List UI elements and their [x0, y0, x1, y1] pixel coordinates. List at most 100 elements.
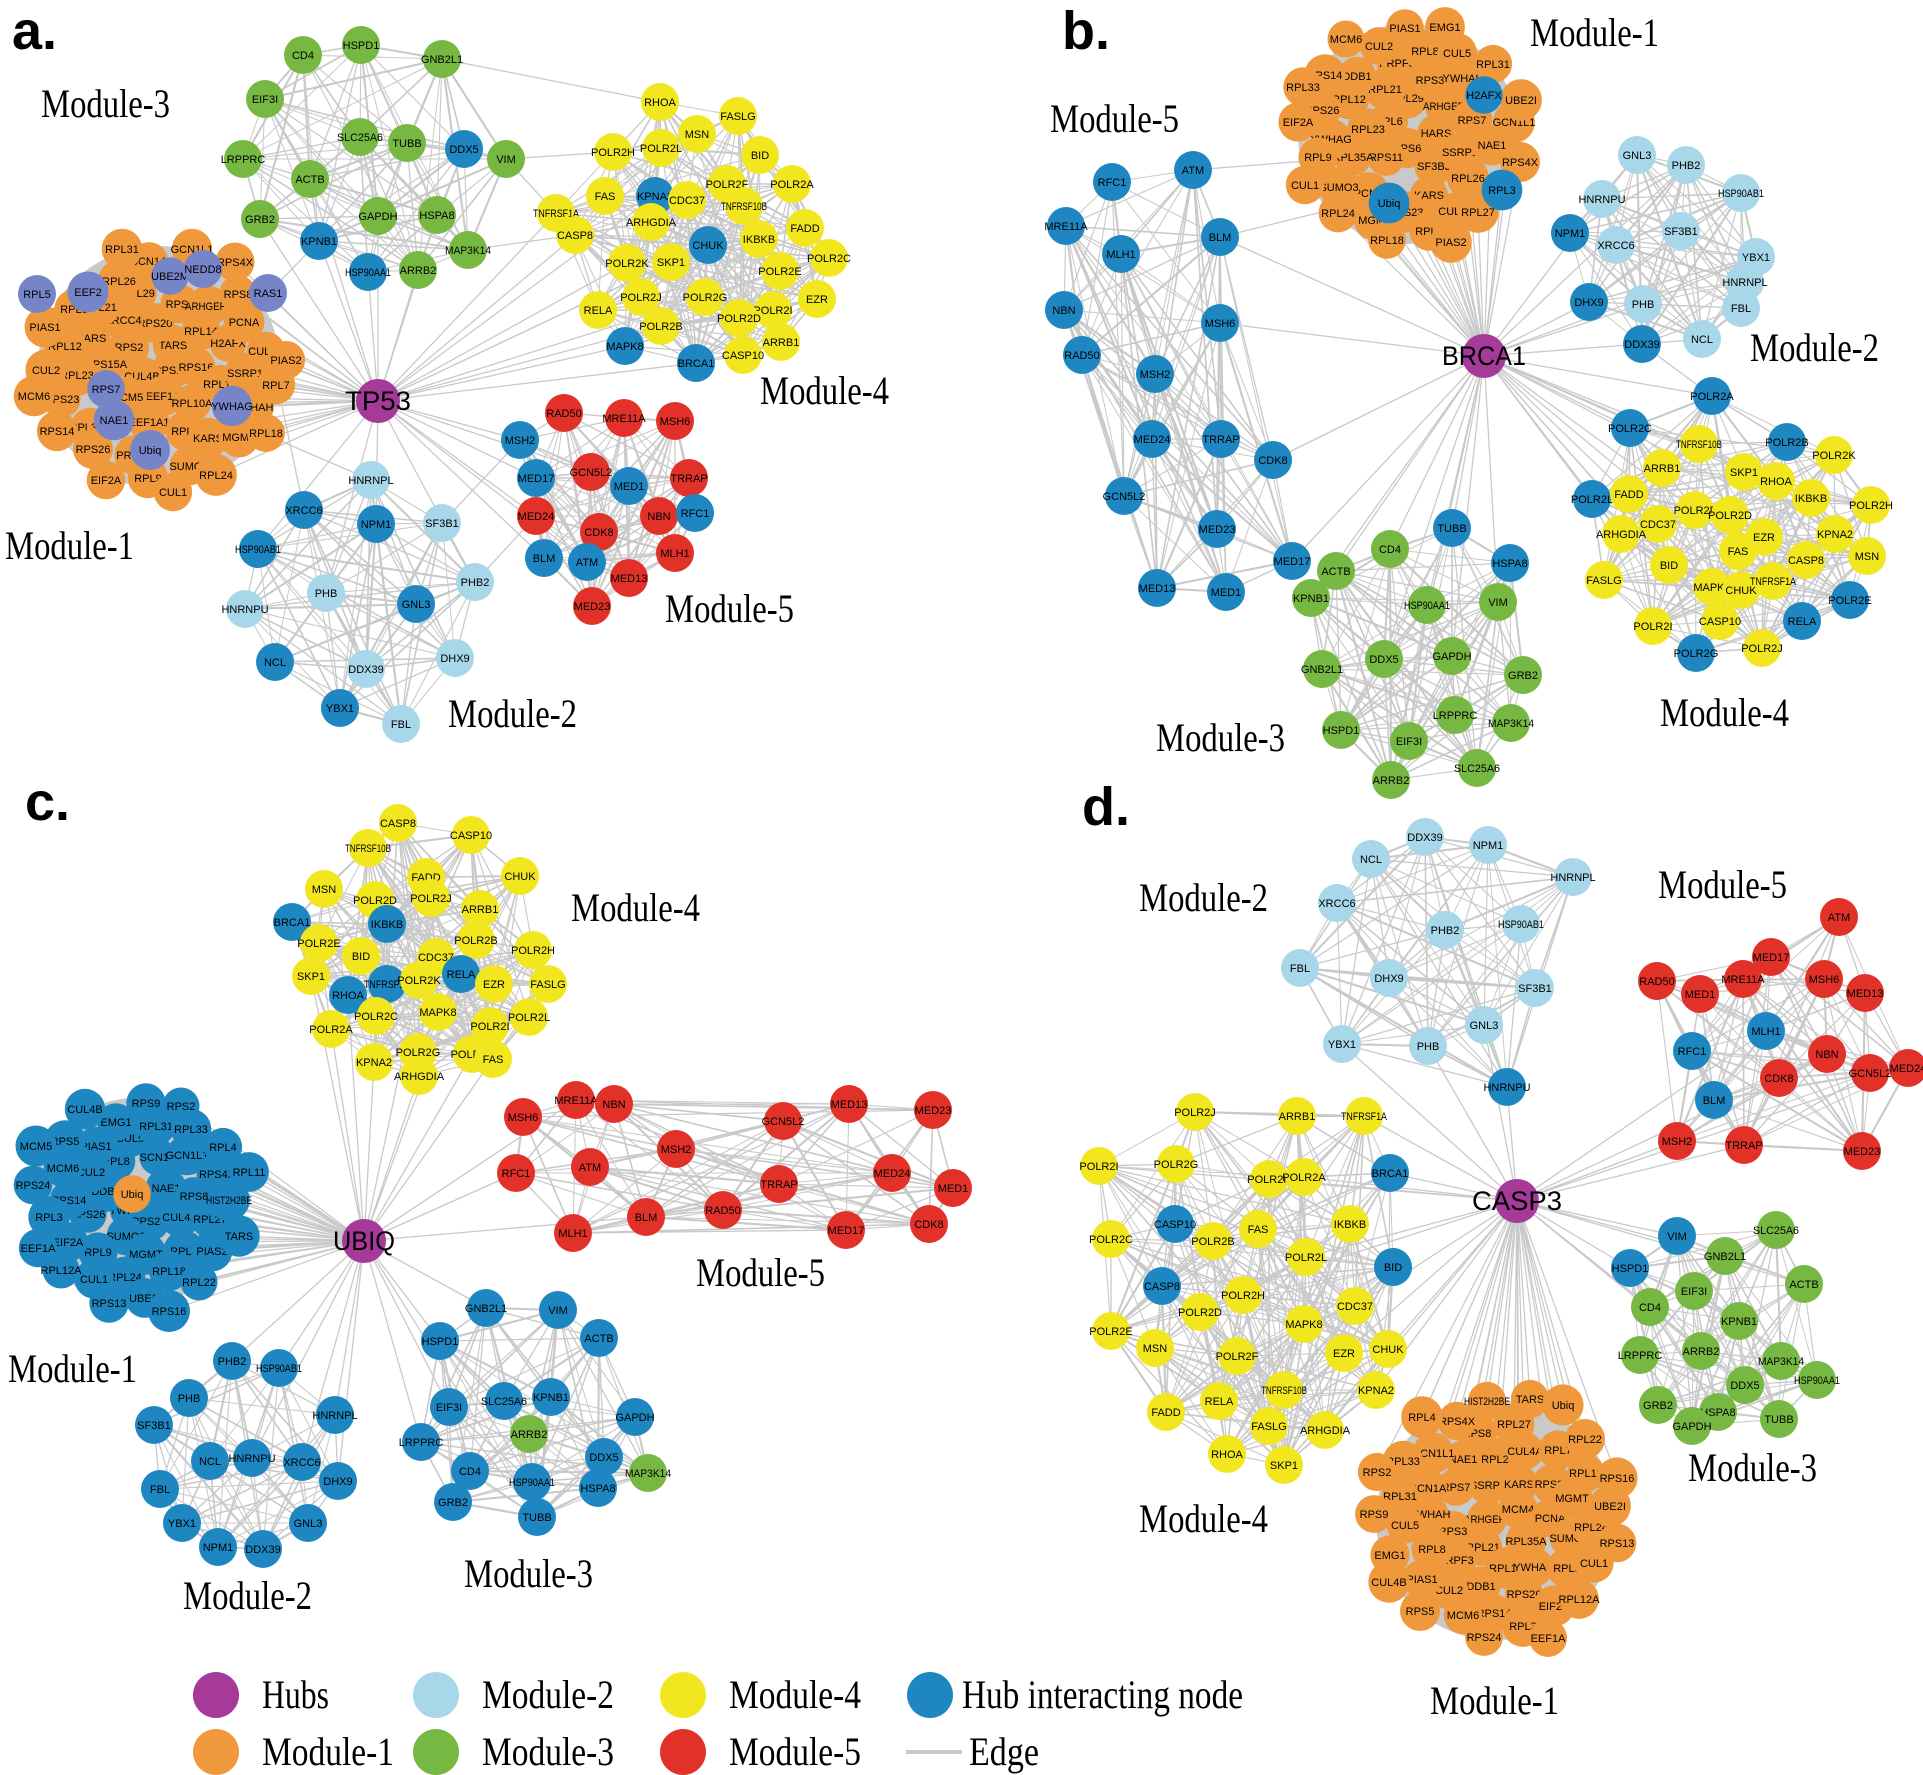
svg-text:POLR2G: POLR2G — [683, 292, 728, 304]
svg-text:CHUK: CHUK — [1725, 585, 1757, 597]
svg-text:CASP8: CASP8 — [1788, 555, 1824, 567]
svg-text:LRPPRC: LRPPRC — [1618, 1350, 1663, 1362]
svg-text:SSRP1: SSRP1 — [1470, 1480, 1506, 1492]
svg-text:NAE1: NAE1 — [1449, 1454, 1478, 1466]
svg-text:CDC37: CDC37 — [669, 195, 705, 207]
svg-text:CASP10: CASP10 — [1154, 1219, 1196, 1231]
svg-text:YWHAG: YWHAG — [1513, 1562, 1555, 1574]
svg-text:PHB: PHB — [315, 588, 338, 600]
svg-text:POLR2E: POLR2E — [1089, 1326, 1132, 1338]
svg-text:Module-2: Module-2 — [448, 691, 577, 736]
svg-text:CDK8: CDK8 — [584, 527, 613, 539]
svg-text:GNL3: GNL3 — [1470, 1020, 1499, 1032]
svg-text:RPL31: RPL31 — [1476, 59, 1510, 71]
svg-text:KPNB1: KPNB1 — [1721, 1316, 1757, 1328]
svg-text:Module-2: Module-2 — [482, 1672, 614, 1717]
svg-text:CD4: CD4 — [1639, 1302, 1661, 1314]
svg-text:FASLG: FASLG — [530, 979, 565, 991]
svg-text:RPS24: RPS24 — [16, 1180, 51, 1192]
svg-text:DDX5: DDX5 — [589, 1452, 618, 1464]
svg-text:FBL: FBL — [1290, 963, 1310, 975]
svg-text:ACTB: ACTB — [584, 1333, 613, 1345]
svg-text:RPL12: RPL12 — [48, 341, 82, 353]
svg-text:SLC25A6: SLC25A6 — [337, 132, 383, 144]
svg-text:POLR2J: POLR2J — [620, 292, 662, 304]
svg-text:MED1: MED1 — [614, 481, 645, 493]
svg-text:GNB2L1: GNB2L1 — [1301, 664, 1343, 676]
svg-text:RPS4X: RPS4X — [1502, 157, 1539, 169]
svg-text:ARRB1: ARRB1 — [763, 337, 800, 349]
svg-text:GAPDH: GAPDH — [358, 211, 397, 223]
svg-text:Module-5: Module-5 — [1658, 862, 1787, 907]
svg-text:PHB: PHB — [1417, 1041, 1440, 1053]
svg-text:PIAS2: PIAS2 — [196, 1246, 227, 1258]
svg-text:RPL24: RPL24 — [108, 1272, 142, 1284]
svg-text:Hub interacting node: Hub interacting node — [962, 1672, 1243, 1717]
svg-text:EZR: EZR — [806, 294, 828, 306]
svg-text:VIM: VIM — [1488, 597, 1508, 609]
svg-text:GRB2: GRB2 — [1643, 1400, 1673, 1412]
svg-text:CUL4B: CUL4B — [1371, 1577, 1406, 1589]
svg-text:POLR2G: POLR2G — [396, 1047, 441, 1059]
svg-text:UBE2I: UBE2I — [1594, 1501, 1626, 1513]
svg-text:KPNA2: KPNA2 — [1817, 529, 1853, 541]
svg-text:RPL12A: RPL12A — [41, 1265, 83, 1277]
svg-text:GCN1L1: GCN1L1 — [166, 1150, 209, 1162]
svg-text:RHOA: RHOA — [332, 990, 364, 1002]
svg-text:DDX5: DDX5 — [1369, 654, 1398, 666]
svg-text:Module-3: Module-3 — [464, 1551, 593, 1596]
svg-text:POLR2I: POLR2I — [753, 305, 792, 317]
svg-text:PHB: PHB — [178, 1393, 201, 1405]
svg-text:Module-3: Module-3 — [1688, 1445, 1817, 1490]
svg-text:KARS: KARS — [1504, 1479, 1534, 1491]
svg-text:FASLG: FASLG — [1586, 575, 1621, 587]
svg-text:NBN: NBN — [1052, 305, 1075, 317]
svg-text:RPL26: RPL26 — [1481, 1454, 1515, 1466]
svg-text:MSH2: MSH2 — [661, 1144, 692, 1156]
svg-text:HSP90AB1: HSP90AB1 — [235, 544, 281, 556]
svg-text:HSPA8: HSPA8 — [1492, 558, 1527, 570]
svg-text:HSPA8: HSPA8 — [580, 1483, 615, 1495]
svg-text:SKP1: SKP1 — [1730, 467, 1758, 479]
svg-text:CDC37: CDC37 — [1337, 1301, 1373, 1313]
svg-text:POLR2C: POLR2C — [1608, 423, 1652, 435]
svg-text:HNRNPL: HNRNPL — [1722, 277, 1767, 289]
svg-text:GAPDH: GAPDH — [1672, 1421, 1711, 1433]
svg-text:MED1: MED1 — [1685, 989, 1716, 1001]
svg-text:GNB2L1: GNB2L1 — [465, 1303, 507, 1315]
svg-text:RPS11: RPS11 — [1369, 152, 1403, 164]
svg-text:TRRAP: TRRAP — [760, 1179, 797, 1191]
svg-text:GRB2: GRB2 — [245, 214, 275, 226]
svg-text:POLR2D: POLR2D — [1708, 510, 1752, 522]
svg-text:ARHGDIA: ARHGDIA — [1300, 1425, 1351, 1437]
svg-text:CUL5: CUL5 — [1391, 1520, 1419, 1532]
svg-text:CUL5: CUL5 — [1443, 48, 1471, 60]
svg-text:GRB2: GRB2 — [438, 1497, 468, 1509]
svg-text:POLR2K: POLR2K — [1812, 450, 1856, 462]
svg-text:VIM: VIM — [496, 154, 516, 166]
svg-text:ATM: ATM — [1182, 165, 1204, 177]
svg-text:TRRAP: TRRAP — [1725, 1140, 1762, 1152]
svg-text:FAS: FAS — [1248, 1224, 1269, 1236]
svg-text:Ubiq: Ubiq — [121, 1189, 144, 1201]
svg-text:RPS5: RPS5 — [1406, 1606, 1435, 1618]
svg-text:HSP90AA1: HSP90AA1 — [509, 1477, 555, 1489]
svg-text:IKBKB: IKBKB — [743, 234, 775, 246]
svg-text:DDX5: DDX5 — [449, 144, 478, 156]
svg-text:MAP3K14: MAP3K14 — [1488, 718, 1534, 730]
svg-text:MRE11A: MRE11A — [1721, 974, 1765, 986]
svg-text:CDK8: CDK8 — [1764, 1073, 1793, 1085]
svg-text:NBN: NBN — [602, 1099, 625, 1111]
svg-text:NBN: NBN — [647, 511, 670, 523]
svg-text:TRRAP: TRRAP — [670, 473, 707, 485]
svg-text:POLR2E: POLR2E — [1828, 595, 1871, 607]
svg-text:GAPDH: GAPDH — [615, 1412, 654, 1424]
svg-text:MCM6: MCM6 — [47, 1163, 79, 1175]
svg-text:BID: BID — [751, 150, 769, 162]
svg-text:SKP1: SKP1 — [1270, 1460, 1298, 1472]
svg-text:SKP1: SKP1 — [297, 971, 325, 983]
svg-text:Module-2: Module-2 — [1750, 325, 1879, 370]
svg-text:POLR2A: POLR2A — [1690, 391, 1734, 403]
svg-text:POLR2H: POLR2H — [511, 945, 555, 957]
svg-text:RFC1: RFC1 — [681, 508, 710, 520]
